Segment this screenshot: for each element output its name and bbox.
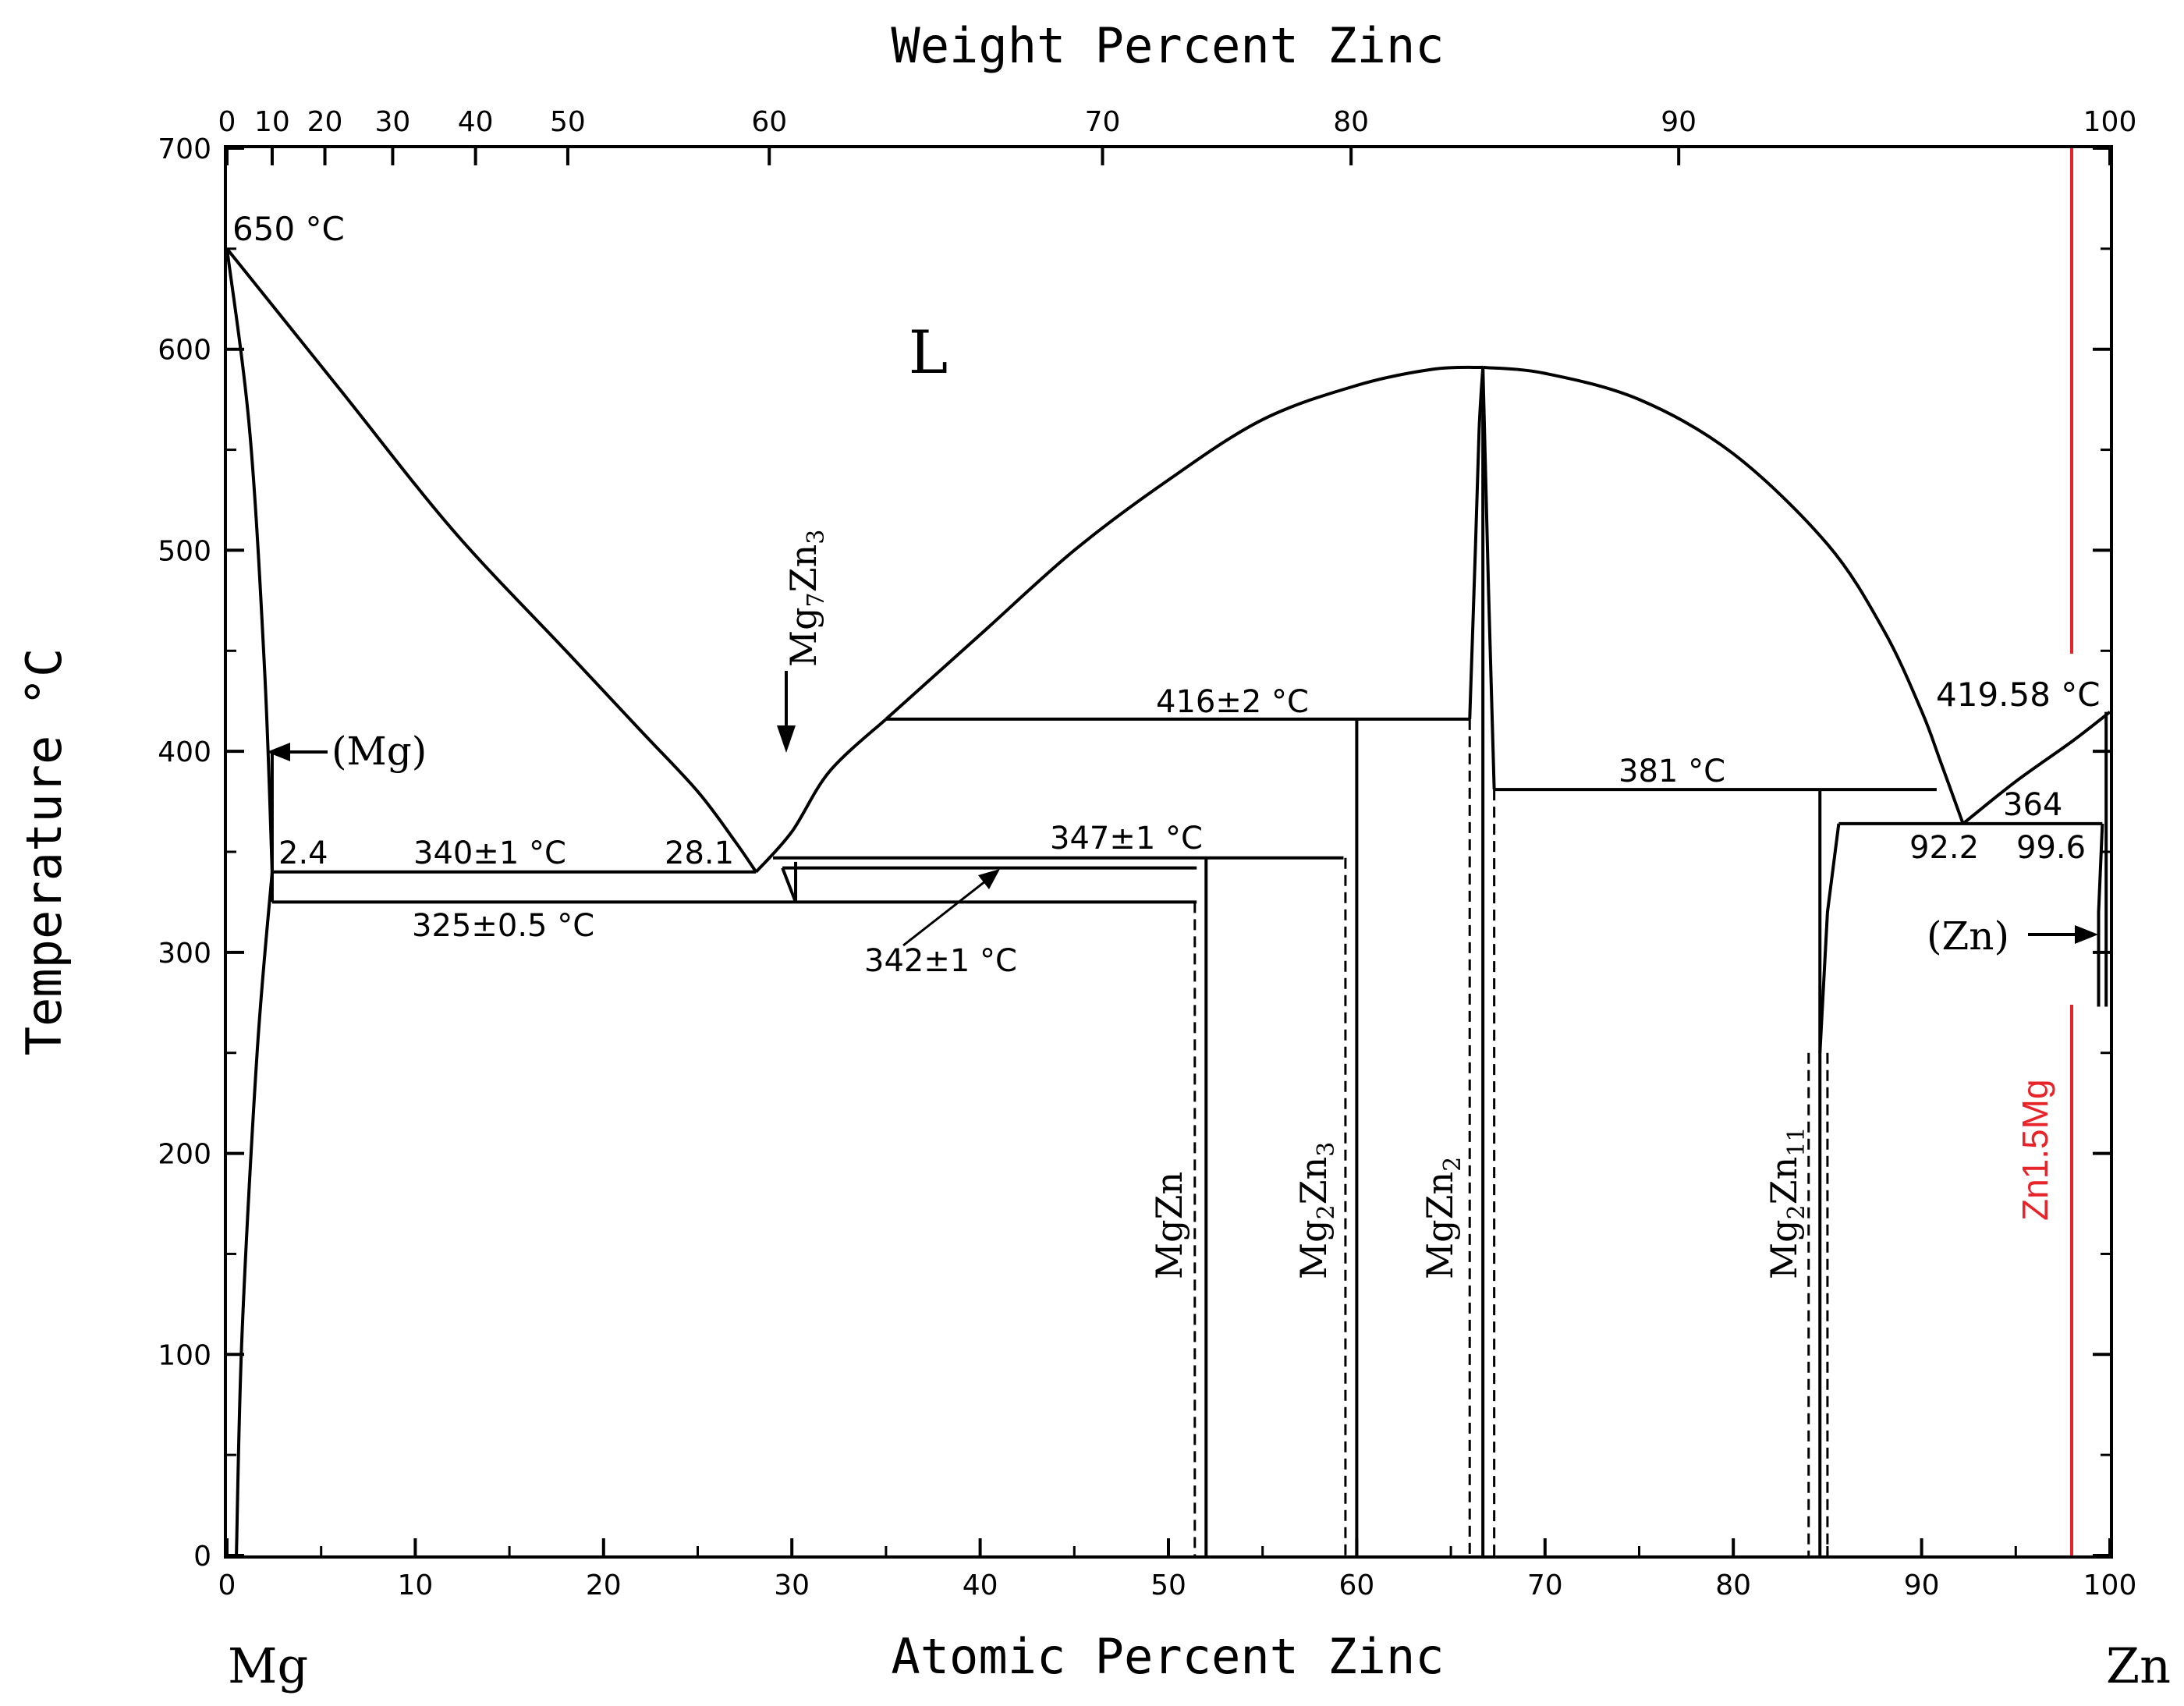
- zn-eutectic-composition-label: 92.2: [1909, 830, 1979, 866]
- x-top-tick-label: 0: [218, 106, 236, 138]
- x-bottom-tick-label: 0: [218, 1569, 236, 1601]
- phase-label-mg2zn11: Mg2Zn11: [1763, 1127, 1810, 1279]
- x-top-tick-label: 70: [1085, 106, 1121, 138]
- x-top-tick-label: 80: [1333, 106, 1369, 138]
- eutectic-1-composition-label: 28.1: [665, 835, 734, 871]
- boundary-liquidus-mg7zn3: [754, 718, 888, 874]
- x-top-tick-label: 10: [254, 106, 290, 138]
- t342-label: 342±1 °C: [864, 943, 1017, 979]
- t416-label: 416±2 °C: [1156, 684, 1309, 720]
- x-bottom-tick-label: 20: [586, 1569, 622, 1601]
- x-bottom-tick-label: 60: [1338, 1569, 1374, 1601]
- x-bottom-tick-label: 100: [2083, 1569, 2137, 1601]
- y-tick-label: 100: [158, 1339, 211, 1371]
- x-bottom-tick-label: 30: [774, 1569, 810, 1601]
- boundary-zn-solvus: [2097, 823, 2104, 1007]
- boundary-liquidus-mgzn2: [885, 365, 1484, 721]
- y-tick-label: 0: [193, 1541, 211, 1573]
- boundary-solvus-mg: [235, 871, 274, 1556]
- boundary-solidus-mg: [225, 248, 274, 872]
- svg-text:Mg7Zn3: Mg7Zn3: [782, 530, 830, 667]
- x-bottom-tick-label: 70: [1527, 1569, 1563, 1601]
- t342-arrow: [902, 869, 1000, 947]
- x-bottom-tick-label: 40: [963, 1569, 998, 1601]
- y-tick-label: 400: [158, 736, 211, 768]
- boundary-mgzn2-left: [1468, 367, 1485, 719]
- svg-text:MgZn2: MgZn2: [1419, 1157, 1466, 1279]
- x-top-tick-label: 100: [2083, 106, 2137, 138]
- bottom-axis-title: Atomic Percent Zinc: [891, 1628, 1444, 1685]
- boundary-liquidus-mg: [225, 247, 757, 873]
- phase-boundaries-layer: [225, 247, 2111, 1556]
- svg-text:Mg2Zn11: Mg2Zn11: [1763, 1127, 1810, 1279]
- phase-label-mgzn2: MgZn2: [1419, 1157, 1466, 1279]
- y-tick-label: 700: [158, 133, 211, 165]
- boundary-liquidus-mgzn2-right: [1482, 365, 1965, 825]
- x-bottom-tick-label: 50: [1150, 1569, 1186, 1601]
- phase-label-mg2zn3: Mg2Zn3: [1292, 1142, 1340, 1279]
- x-bottom-tick-label: 80: [1715, 1569, 1751, 1601]
- y-tick-label: 500: [158, 535, 211, 567]
- zn15mg-marker: Zn1.5Mg: [2015, 148, 2073, 1555]
- t340-label: 340±1 °C: [413, 835, 566, 871]
- mg7zn3-region: [781, 861, 798, 903]
- x-top-tick-label: 20: [307, 106, 343, 138]
- svg-text:Mg2Zn3: Mg2Zn3: [1292, 1142, 1340, 1279]
- boundary-mg2zn11-phase: [1818, 823, 1841, 1053]
- t347-label: 347±1 °C: [1050, 821, 1203, 857]
- zn-eutectic-temp-label: 364: [2003, 787, 2062, 823]
- svg-text:MgZn: MgZn: [1148, 1172, 1190, 1279]
- mg-phase-arrow: [267, 743, 328, 761]
- mg-melting-label: 650 °C: [232, 210, 345, 248]
- zn-melting-label: 419.58 °C: [1936, 676, 2101, 714]
- x-top-tick-label: 30: [375, 106, 411, 138]
- right-element-label: Zn: [2106, 1637, 2171, 1694]
- zn-phase-label: (Zn): [1927, 913, 2009, 959]
- y-tick-label: 600: [158, 335, 211, 367]
- mg7zn3-label-group: Mg7Zn3: [782, 530, 830, 667]
- t381-label: 381 °C: [1618, 754, 1725, 789]
- x-top-tick-label: 60: [751, 106, 787, 138]
- plot-frame: [224, 145, 2113, 1559]
- y-tick-label: 300: [158, 938, 211, 970]
- left-element-label: Mg: [228, 1637, 308, 1694]
- top-axis-title: Weight Percent Zinc: [891, 17, 1444, 74]
- liquid-region-label: L: [909, 317, 948, 387]
- zn15mg-marker-label: Zn1.5Mg: [2015, 1079, 2055, 1221]
- x-top-tick-label: 90: [1661, 106, 1696, 138]
- mg7zn3-arrow: [777, 671, 796, 753]
- zn-phase-arrow: [2028, 925, 2098, 944]
- mg-phase-label: (Mg): [332, 729, 427, 774]
- phase-label-mgzn: MgZn: [1148, 1172, 1190, 1279]
- ticks-layer: 0 10 20 30 40 50 60 70 80 90 100 0 10 20 30 40 50 60 70 80 9…: [158, 106, 2136, 1601]
- x-bottom-tick-label: 10: [397, 1569, 433, 1601]
- zn-solubility-label: 99.6: [2016, 830, 2086, 866]
- boundary-liquidus-zn: [1962, 711, 2111, 825]
- t325-label: 325±0.5 °C: [412, 908, 594, 944]
- x-top-tick-label: 40: [458, 106, 494, 138]
- boundary-mgzn2-right: [1481, 367, 1496, 790]
- x-bottom-tick-label: 90: [1904, 1569, 1940, 1601]
- y-tick-label: 200: [158, 1139, 211, 1171]
- y-axis-title: Temperature °C: [16, 648, 73, 1056]
- mg-solubility-label: 2.4: [278, 835, 328, 871]
- x-top-tick-label: 50: [550, 106, 586, 138]
